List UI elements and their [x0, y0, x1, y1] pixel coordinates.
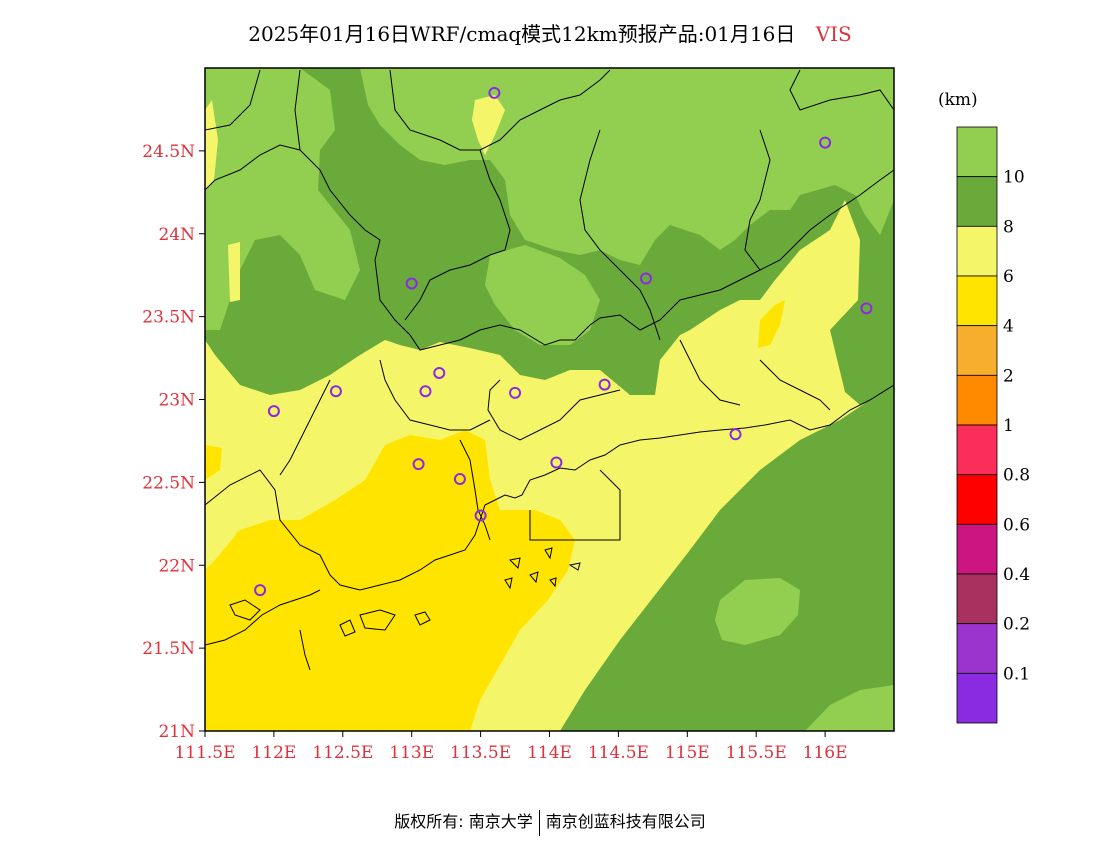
x-tick-label: 112E [251, 743, 296, 763]
colorbar-label: 0.2 [1003, 615, 1030, 635]
station-marker-icon [488, 86, 501, 99]
field-4-6km-west-edge [205, 445, 222, 480]
colorbar-label: 0.8 [1003, 466, 1030, 486]
station-marker-icon [433, 366, 446, 379]
legend-units: (km) [938, 90, 978, 110]
colorbar-swatch [956, 474, 998, 525]
station-markers [254, 86, 873, 597]
x-tick-label: 114E [527, 743, 572, 763]
boundary-lines [205, 69, 894, 671]
x-tick-label: 116E [803, 743, 848, 763]
colorbar-swatch [956, 623, 998, 674]
station-marker-icon [639, 272, 652, 285]
field-4-6km-southwest-2 [205, 530, 300, 645]
y-tick-label: 21N [158, 722, 195, 742]
colorbar-label: 0.4 [1003, 565, 1030, 585]
y-tick-label: 23.5N [142, 308, 195, 328]
x-tick-label: 115.5E [726, 743, 787, 763]
colorbar-swatch [956, 225, 998, 277]
x-tick-label: 114.5E [588, 743, 649, 763]
colorbar-swatch [956, 325, 998, 376]
colorbar-label: 2 [1003, 366, 1014, 386]
station-marker-icon [550, 456, 563, 469]
station-marker-icon [412, 458, 425, 471]
x-tick-label: 111.5E [174, 743, 235, 763]
station-marker-icon [419, 385, 432, 398]
colorbar-swatch [956, 672, 998, 724]
hongkong-boundary [529, 469, 621, 541]
colorbar-label: 10 [1003, 168, 1025, 188]
station-marker-icon [474, 509, 487, 522]
county-borders-north [294, 69, 894, 341]
station-marker-icon [267, 405, 280, 418]
coastline [205, 384, 894, 591]
footer: 版权所有: 南京大学 南京创蓝科技有限公司 [0, 808, 1100, 836]
colorbar-swatch [956, 424, 998, 476]
y-tick-label: 24N [158, 225, 195, 245]
pearl-river-estuary [459, 439, 491, 541]
y-tick-label: 21.5N [142, 639, 195, 659]
station-marker-icon [860, 302, 873, 315]
colorbar-swatch [956, 176, 998, 227]
x-axis: 111.5E 112E 112.5E 113E 113.5E 114E 114.5E 115E… [174, 731, 848, 763]
colorbar-label: 1 [1003, 416, 1014, 436]
station-marker-icon [405, 277, 418, 290]
field-over-10km-southeast [715, 578, 800, 645]
footer-copyright: 版权所有: 南京大学 [394, 812, 533, 831]
station-marker-icon [598, 378, 611, 391]
coastline-southwest [205, 589, 321, 646]
station-marker-icon [819, 136, 832, 149]
title-text: 2025年01月16日WRF/cmaq模式12km预报产品:01月16日 [248, 22, 796, 46]
footer-separator [538, 809, 540, 836]
map-title: 2025年01月16日WRF/cmaq模式12km预报产品:01月16日 VIS [0, 18, 1100, 47]
y-tick-label: 22N [158, 556, 195, 576]
y-axis: 21N 21.5N 22N 22.5N 23N 23.5N 24N 24.5N [142, 142, 205, 742]
station-marker-icon [254, 584, 267, 597]
field-4-6km-patch-east [758, 300, 785, 348]
colorbar-swatch [956, 275, 998, 327]
colorbar-swatch [956, 374, 998, 426]
station-marker-icon [453, 473, 466, 486]
field-over-10km-north [205, 68, 360, 330]
visibility-field [205, 68, 894, 731]
field-6-8km-patch-north [472, 95, 505, 155]
colorbar-label: 8 [1003, 217, 1014, 237]
islands [229, 547, 581, 671]
field-6-8km-patch-west [228, 242, 240, 302]
x-tick-label: 112.5E [312, 743, 373, 763]
y-tick-label: 24.5N [142, 142, 195, 162]
colorbar-swatch [956, 573, 998, 625]
station-marker-icon [729, 428, 742, 441]
field-8-10km-southeast [560, 385, 894, 731]
y-tick-label: 23N [158, 391, 195, 411]
colorbar-label: 0.6 [1003, 515, 1030, 535]
field-over-10km-center [485, 245, 600, 345]
colorbar-label: 4 [1003, 317, 1014, 337]
colorbar-swatch [956, 523, 998, 575]
colorbar-label: 0.1 [1003, 664, 1030, 684]
title-variable: VIS [815, 22, 852, 46]
field-6-8km-patch-nw [205, 100, 218, 190]
province-border-north [205, 69, 894, 351]
y-tick-label: 22.5N [142, 473, 195, 493]
station-marker-icon [329, 385, 342, 398]
x-tick-label: 113.5E [450, 743, 511, 763]
field-over-10km-south-corner [805, 685, 894, 731]
county-borders-central [279, 339, 831, 476]
station-marker-icon [509, 386, 522, 399]
x-tick-label: 115E [665, 743, 710, 763]
x-tick-label: 113E [389, 743, 434, 763]
colorbar-label: 6 [1003, 267, 1014, 287]
colorbar: 10 8 6 4 2 1 0.8 0.6 0.4 0.2 0.1 [956, 126, 1030, 724]
colorbar-swatch [956, 126, 998, 178]
field-4-6km-southwest [205, 430, 575, 731]
footer-company: 南京创蓝科技有限公司 [545, 812, 706, 831]
